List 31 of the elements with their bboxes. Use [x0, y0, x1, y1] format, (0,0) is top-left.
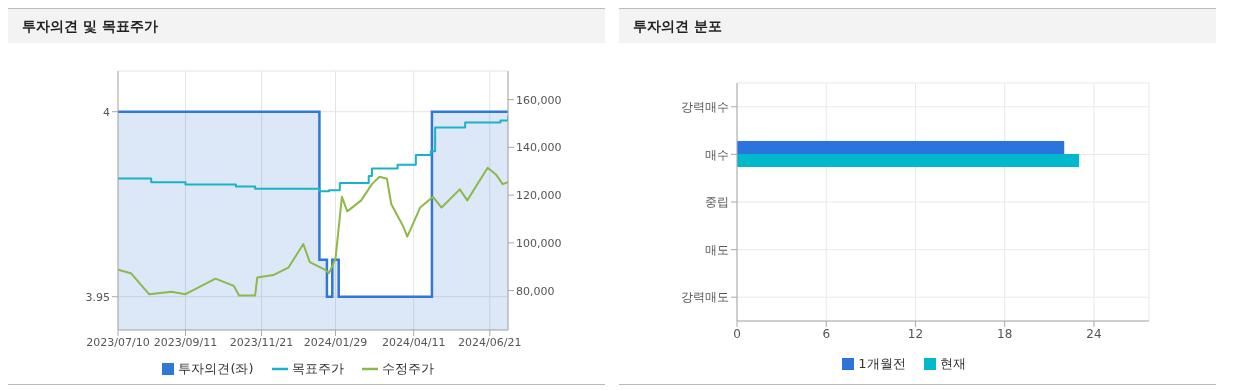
x-tick-label: 2023/09/11: [153, 335, 218, 349]
legend-label: 수정주가: [381, 360, 434, 378]
x-tick-label: 2023/07/10: [86, 335, 150, 349]
x-tick-label: 2024/06/21: [458, 335, 522, 349]
y2-tick-label: 100,000: [516, 236, 562, 250]
y-tick-label: 3.95: [85, 290, 110, 304]
y-tick-label: 매도: [705, 242, 729, 257]
x-tick-label: 6: [822, 326, 831, 341]
y2-tick-label: 140,000: [516, 141, 562, 155]
y-tick-label: 4: [103, 105, 110, 119]
y-tick-label: 매수: [705, 147, 729, 162]
line-series: [118, 166, 508, 297]
legend-label: 1개월전: [858, 355, 906, 373]
y-tick-label: 중립: [705, 195, 729, 210]
x-tick-label: 2024/01/29: [303, 335, 368, 349]
y2-tick-label: 80,000: [516, 284, 555, 298]
x-tick-label: 12: [907, 326, 924, 341]
y2-tick-label: 160,000: [516, 93, 562, 107]
x-tick-label: 0: [733, 326, 741, 341]
chart-title: 투자의견 및 목표주가: [8, 9, 605, 43]
y-tick-label: 강력매도: [681, 290, 729, 305]
legend-label: 현재: [939, 355, 966, 373]
legend-label: 투자의견(좌): [178, 360, 254, 378]
legend-label: 목표주가: [291, 360, 344, 378]
x-tick-label: 24: [1086, 326, 1102, 341]
y-tick-label: 강력매수: [681, 100, 729, 115]
y2-tick-label: 120,000: [516, 189, 562, 203]
x-tick-label: 18: [997, 326, 1013, 341]
x-tick-label: 2023/11/21: [229, 335, 294, 349]
chart-title: 투자의견 분포: [619, 9, 1216, 43]
x-tick-label: 2024/04/11: [382, 335, 446, 349]
